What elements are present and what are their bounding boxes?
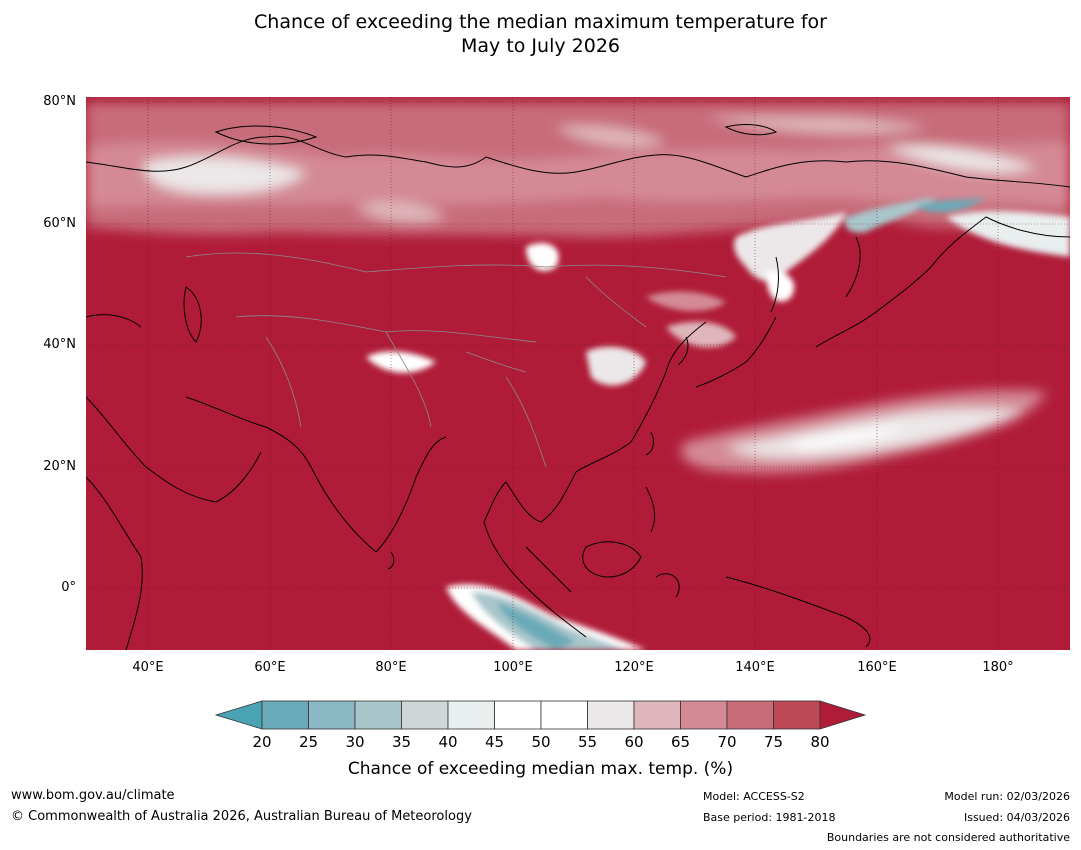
lon-label-120e: 120°E [614, 660, 654, 675]
indian-ocean-patch [446, 584, 646, 650]
pacific-probability-band [681, 390, 1046, 473]
lon-label-60e: 60°E [254, 660, 286, 675]
colorbar-tick-label: 35 [391, 733, 412, 751]
colorbar-segment [308, 700, 356, 730]
lon-label-100e: 100°E [493, 660, 533, 675]
colorbar-under-triangle [215, 700, 263, 730]
title-line-2: May to July 2026 [461, 35, 620, 57]
graticule [86, 97, 1070, 650]
colorbar-tick-label: 25 [298, 733, 319, 751]
footer-base-period: Base period: 1981-2018 [703, 811, 836, 824]
lat-label-60n: 60°N [43, 216, 76, 231]
coastlines [86, 124, 1070, 650]
colorbar-tick-label: 60 [624, 733, 644, 751]
footer-copyright: © Commonwealth of Australia 2026, Austra… [11, 809, 472, 824]
map-title: Chance of exceeding the median maximum t… [0, 10, 1081, 58]
colorbar-tick-label: 75 [763, 733, 784, 751]
lat-label-40n: 40°N [43, 337, 76, 352]
colorbar-segment [633, 700, 681, 730]
country-borders [185, 252, 727, 468]
lon-label-80e: 80°E [375, 660, 407, 675]
lon-label-180: 180° [982, 660, 1014, 675]
colorbar-tick-label: 45 [484, 733, 505, 751]
colorbar-segment [587, 700, 635, 730]
colorbar-tick-label: 80 [810, 733, 830, 751]
lon-label-160e: 160°E [857, 660, 897, 675]
colorbar-tick-label: 70 [717, 733, 737, 751]
footer-model: Model: ACCESS-S2 [703, 790, 805, 803]
colorbar-segment [354, 700, 402, 730]
colorbar-segment [261, 700, 309, 730]
colorbar-segment [494, 700, 542, 730]
colorbar-tick-label: 50 [531, 733, 551, 751]
colorbar-label: Chance of exceeding median max. temp. (%… [347, 759, 734, 779]
colorbar-segment [773, 700, 821, 730]
colorbar-segment [447, 700, 495, 730]
lat-label-20n: 20°N [43, 459, 76, 474]
footer-issued: Issued: 04/03/2026 [963, 811, 1070, 824]
far-east-patches [526, 197, 1070, 302]
lon-label-140e: 140°E [735, 660, 775, 675]
lon-label-40e: 40°E [132, 660, 164, 675]
asia-interior-patches [366, 291, 736, 386]
footer-model-run: Model run: 02/03/2026 [944, 790, 1070, 803]
colorbar-segment [401, 700, 449, 730]
colorbar-segment [540, 700, 588, 730]
northern-probability-band [86, 102, 1070, 237]
title-line-1: Chance of exceeding the median maximum t… [254, 11, 827, 33]
colorbar-tick-label: 30 [345, 733, 365, 751]
colorbar-segment [680, 700, 728, 730]
footer-disclaimer: Boundaries are not considered authoritat… [826, 831, 1070, 844]
probability-map [86, 97, 1070, 650]
footer-website: www.bom.gov.au/climate [11, 788, 175, 803]
colorbar-tick-label: 20 [252, 733, 272, 751]
colorbar [215, 700, 867, 730]
colorbar-tick-label: 55 [577, 733, 598, 751]
colorbar-tick-label: 40 [438, 733, 458, 751]
lat-label-0: 0° [61, 580, 76, 595]
colorbar-over-triangle [819, 700, 867, 730]
lat-label-80n: 80°N [43, 94, 76, 109]
colorbar-tick-label: 65 [670, 733, 691, 751]
colorbar-segment [726, 700, 774, 730]
